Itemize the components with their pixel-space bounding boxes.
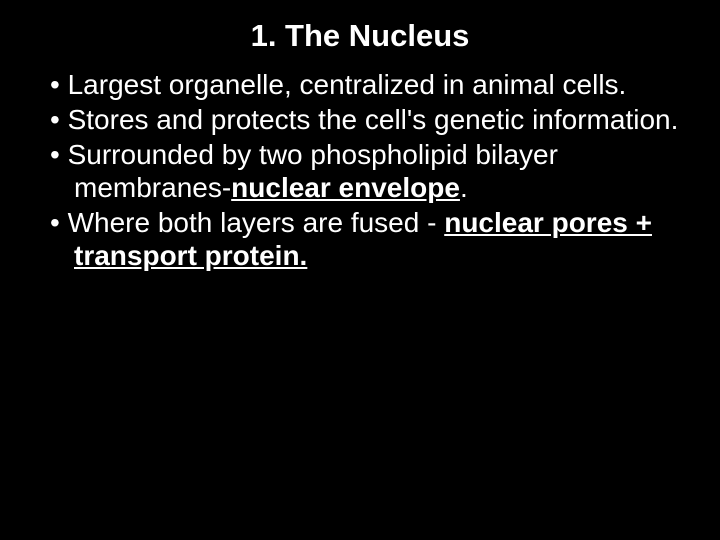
bullet-text-post: . — [460, 172, 468, 203]
bullet-text: Largest organelle, centralized in animal… — [68, 69, 627, 100]
list-item: Surrounded by two phospholipid bilayer m… — [24, 138, 696, 204]
bullet-emphasis: nuclear envelope — [231, 172, 460, 203]
list-item: Largest organelle, centralized in animal… — [24, 68, 696, 101]
slide-title: 1. The Nucleus — [24, 18, 696, 54]
bullet-text: Stores and protects the cell's genetic i… — [68, 104, 679, 135]
list-item: Stores and protects the cell's genetic i… — [24, 103, 696, 136]
bullet-list: Largest organelle, centralized in animal… — [24, 68, 696, 272]
bullet-text: Where both layers are fused - — [68, 207, 445, 238]
slide: 1. The Nucleus Largest organelle, centra… — [0, 0, 720, 540]
list-item: Where both layers are fused - nuclear po… — [24, 206, 696, 272]
